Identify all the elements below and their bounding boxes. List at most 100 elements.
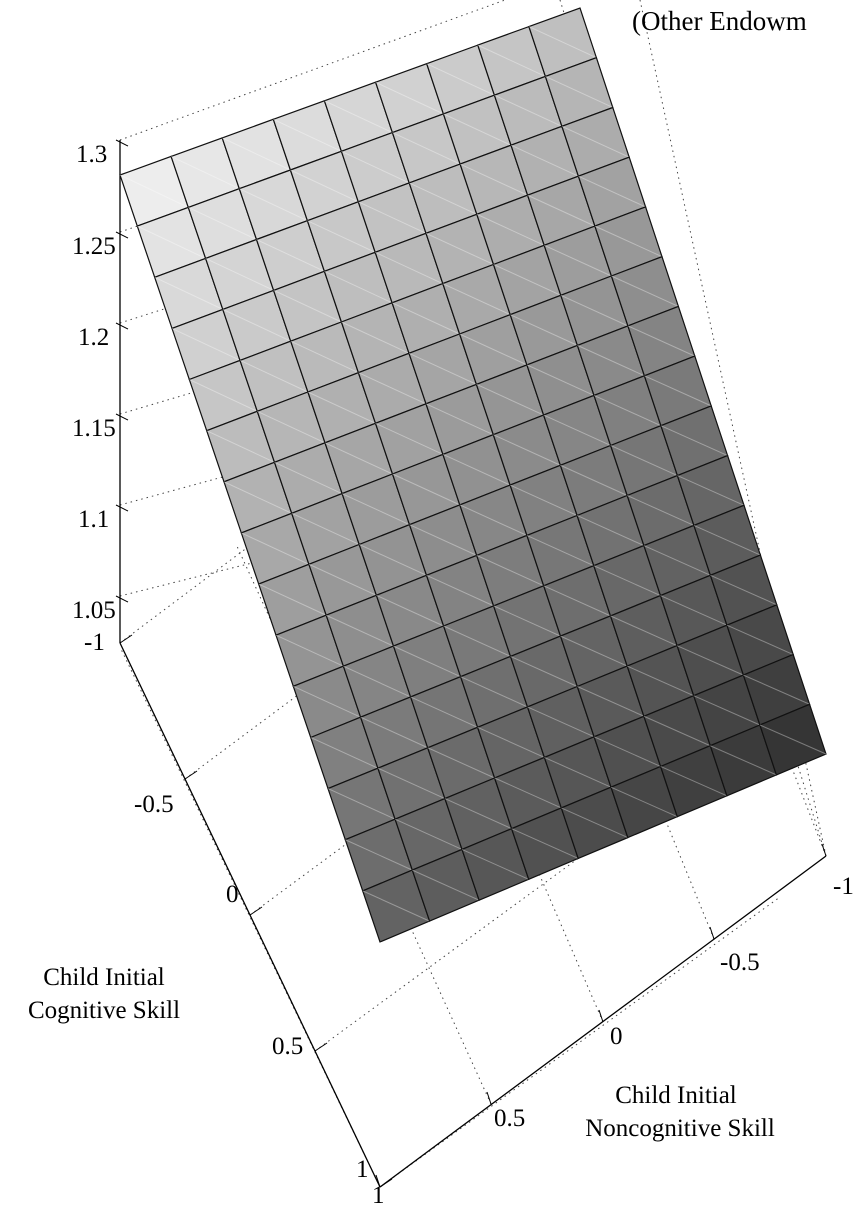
surface-cell-diagonal (528, 26, 597, 59)
surface-cell-diagonal (358, 372, 427, 405)
z-tick-label: 1.2 (78, 324, 109, 351)
surface-cell-diagonal (408, 352, 477, 385)
surface-cell-diagonal (610, 786, 678, 818)
surface-cell-diagonal (170, 155, 240, 190)
surface-cell-diagonal (362, 890, 430, 922)
surface-cell-diagonal (443, 113, 512, 146)
y-tick-label: 0 (610, 1023, 623, 1050)
surface-cell-diagonal (273, 118, 342, 152)
y-axis-title-line2: Noncognitive Skill (585, 1115, 775, 1142)
surface-cell-diagonal (509, 484, 578, 516)
surface-cell-diagonal (477, 44, 546, 77)
surface-cell-diagonal (560, 635, 628, 667)
surface-cell-diagonal (222, 137, 291, 171)
axes (115, 139, 827, 1188)
surface-cell-diagonal (710, 574, 778, 606)
surface-cell-diagonal (290, 340, 359, 374)
surface-cell-diagonal (291, 512, 360, 545)
surface-cell-diagonal (527, 706, 595, 738)
y-tick-mark (486, 1091, 492, 1105)
surface-cell-diagonal (526, 534, 594, 567)
surface-cell-diagonal (526, 364, 595, 396)
surface-cell-diagonal (593, 565, 661, 597)
surface-cell-diagonal (392, 132, 461, 165)
x-tick-mark (119, 634, 133, 644)
surface-cell-diagonal (412, 869, 480, 901)
surface-cell-diagonal (376, 594, 444, 627)
surface-cell-diagonal (660, 766, 728, 797)
z-tick-mark (115, 231, 129, 239)
surface-cell-diagonal (610, 445, 678, 477)
surface-cell-diagonal (693, 695, 761, 726)
surface-cell-diagonal (543, 585, 611, 617)
surface-cell-diagonal (444, 798, 512, 830)
surface-cell-diagonal (324, 100, 393, 134)
z-tick-mark (115, 413, 129, 421)
surface-cell-diagonal (560, 464, 628, 496)
surface-cell-diagonal (391, 302, 460, 335)
surface-cell-diagonal (293, 685, 361, 718)
surface-cell-diagonal (394, 818, 463, 850)
surface-cell-diagonal (341, 321, 410, 354)
z-tick-mark (115, 139, 129, 147)
surface-cell-diagonal (222, 308, 291, 342)
surface-cell-diagonal (510, 655, 578, 687)
grid-line (352, 441, 604, 1023)
x-tick-label: -0.5 (134, 791, 174, 818)
surface-cell-diagonal (459, 163, 528, 196)
z-tick-label: 1.15 (72, 415, 116, 442)
surface-cell-diagonal (324, 442, 393, 475)
surface-cell-diagonal (510, 314, 578, 346)
surface-cell-diagonal (459, 333, 528, 366)
z-tick-label: 1.25 (72, 233, 116, 260)
surface-cell-diagonal (374, 251, 444, 285)
surface-cell-diagonal (341, 150, 410, 184)
surface-cell-diagonal (611, 275, 679, 307)
labels: (Other Endowm 1.3 1.25 1.2 1.15 1.1 1.05… (28, 6, 854, 1206)
surface-cell-diagonal (442, 453, 511, 486)
surface-cell-diagonal (205, 257, 274, 291)
y-tick-label: -1 (833, 873, 854, 900)
surface-cell-diagonal (341, 493, 410, 526)
surface-cell-diagonal (660, 595, 728, 626)
surface-cell-diagonal (223, 481, 292, 514)
surface-cell-diagonal (561, 125, 630, 158)
y-tick-mark (598, 1009, 604, 1023)
surface-cell-diagonal (256, 239, 325, 272)
z-tick-label: 1.05 (72, 597, 116, 624)
surface-cell-diagonal (543, 414, 611, 446)
surface-cell-diagonal (426, 574, 494, 607)
surface-cell-diagonal (171, 327, 241, 361)
surface-cell-diagonal (594, 225, 663, 258)
x-tick-label: 0.5 (272, 1033, 303, 1060)
y-tick-label: -0.5 (720, 949, 760, 976)
surface-cell-diagonal (206, 430, 275, 463)
y-tick-label: 1 (372, 1182, 385, 1206)
surface-cell-diagonal (377, 767, 446, 800)
surface-cell-diagonal (510, 144, 579, 177)
surface-cell-diagonal (743, 674, 810, 705)
surface-cell-diagonal (493, 605, 561, 637)
surface-cell-diagonal (511, 828, 579, 859)
surface-cell-diagonal (274, 461, 343, 495)
surface-cell-diagonal (360, 716, 428, 749)
x-tick-mark (314, 1042, 328, 1052)
surface-cell-diagonal (460, 676, 528, 708)
surface-cell-diagonal (643, 715, 711, 747)
surface-cell-diagonal (409, 524, 477, 556)
surface-cell-diagonal (693, 524, 761, 556)
surface-cell-diagonal (543, 244, 612, 277)
surface-cell-diagonal (426, 63, 495, 96)
surface-cell-diagonal (710, 745, 777, 776)
surface-cell-diagonal (310, 737, 379, 769)
surface-cell-diagonal (189, 379, 258, 412)
x-tick-label: 0 (226, 881, 239, 908)
surface-cell-diagonal (425, 403, 494, 436)
surface-cell-diagonal (241, 532, 310, 565)
surface-cell-diagonal (527, 194, 596, 227)
surface-cell-diagonal (188, 206, 257, 240)
surface-cell-diagonal (726, 624, 794, 655)
surface-cell-diagonal (610, 615, 678, 647)
chart-title-fragment: (Other Endowm (632, 6, 807, 36)
